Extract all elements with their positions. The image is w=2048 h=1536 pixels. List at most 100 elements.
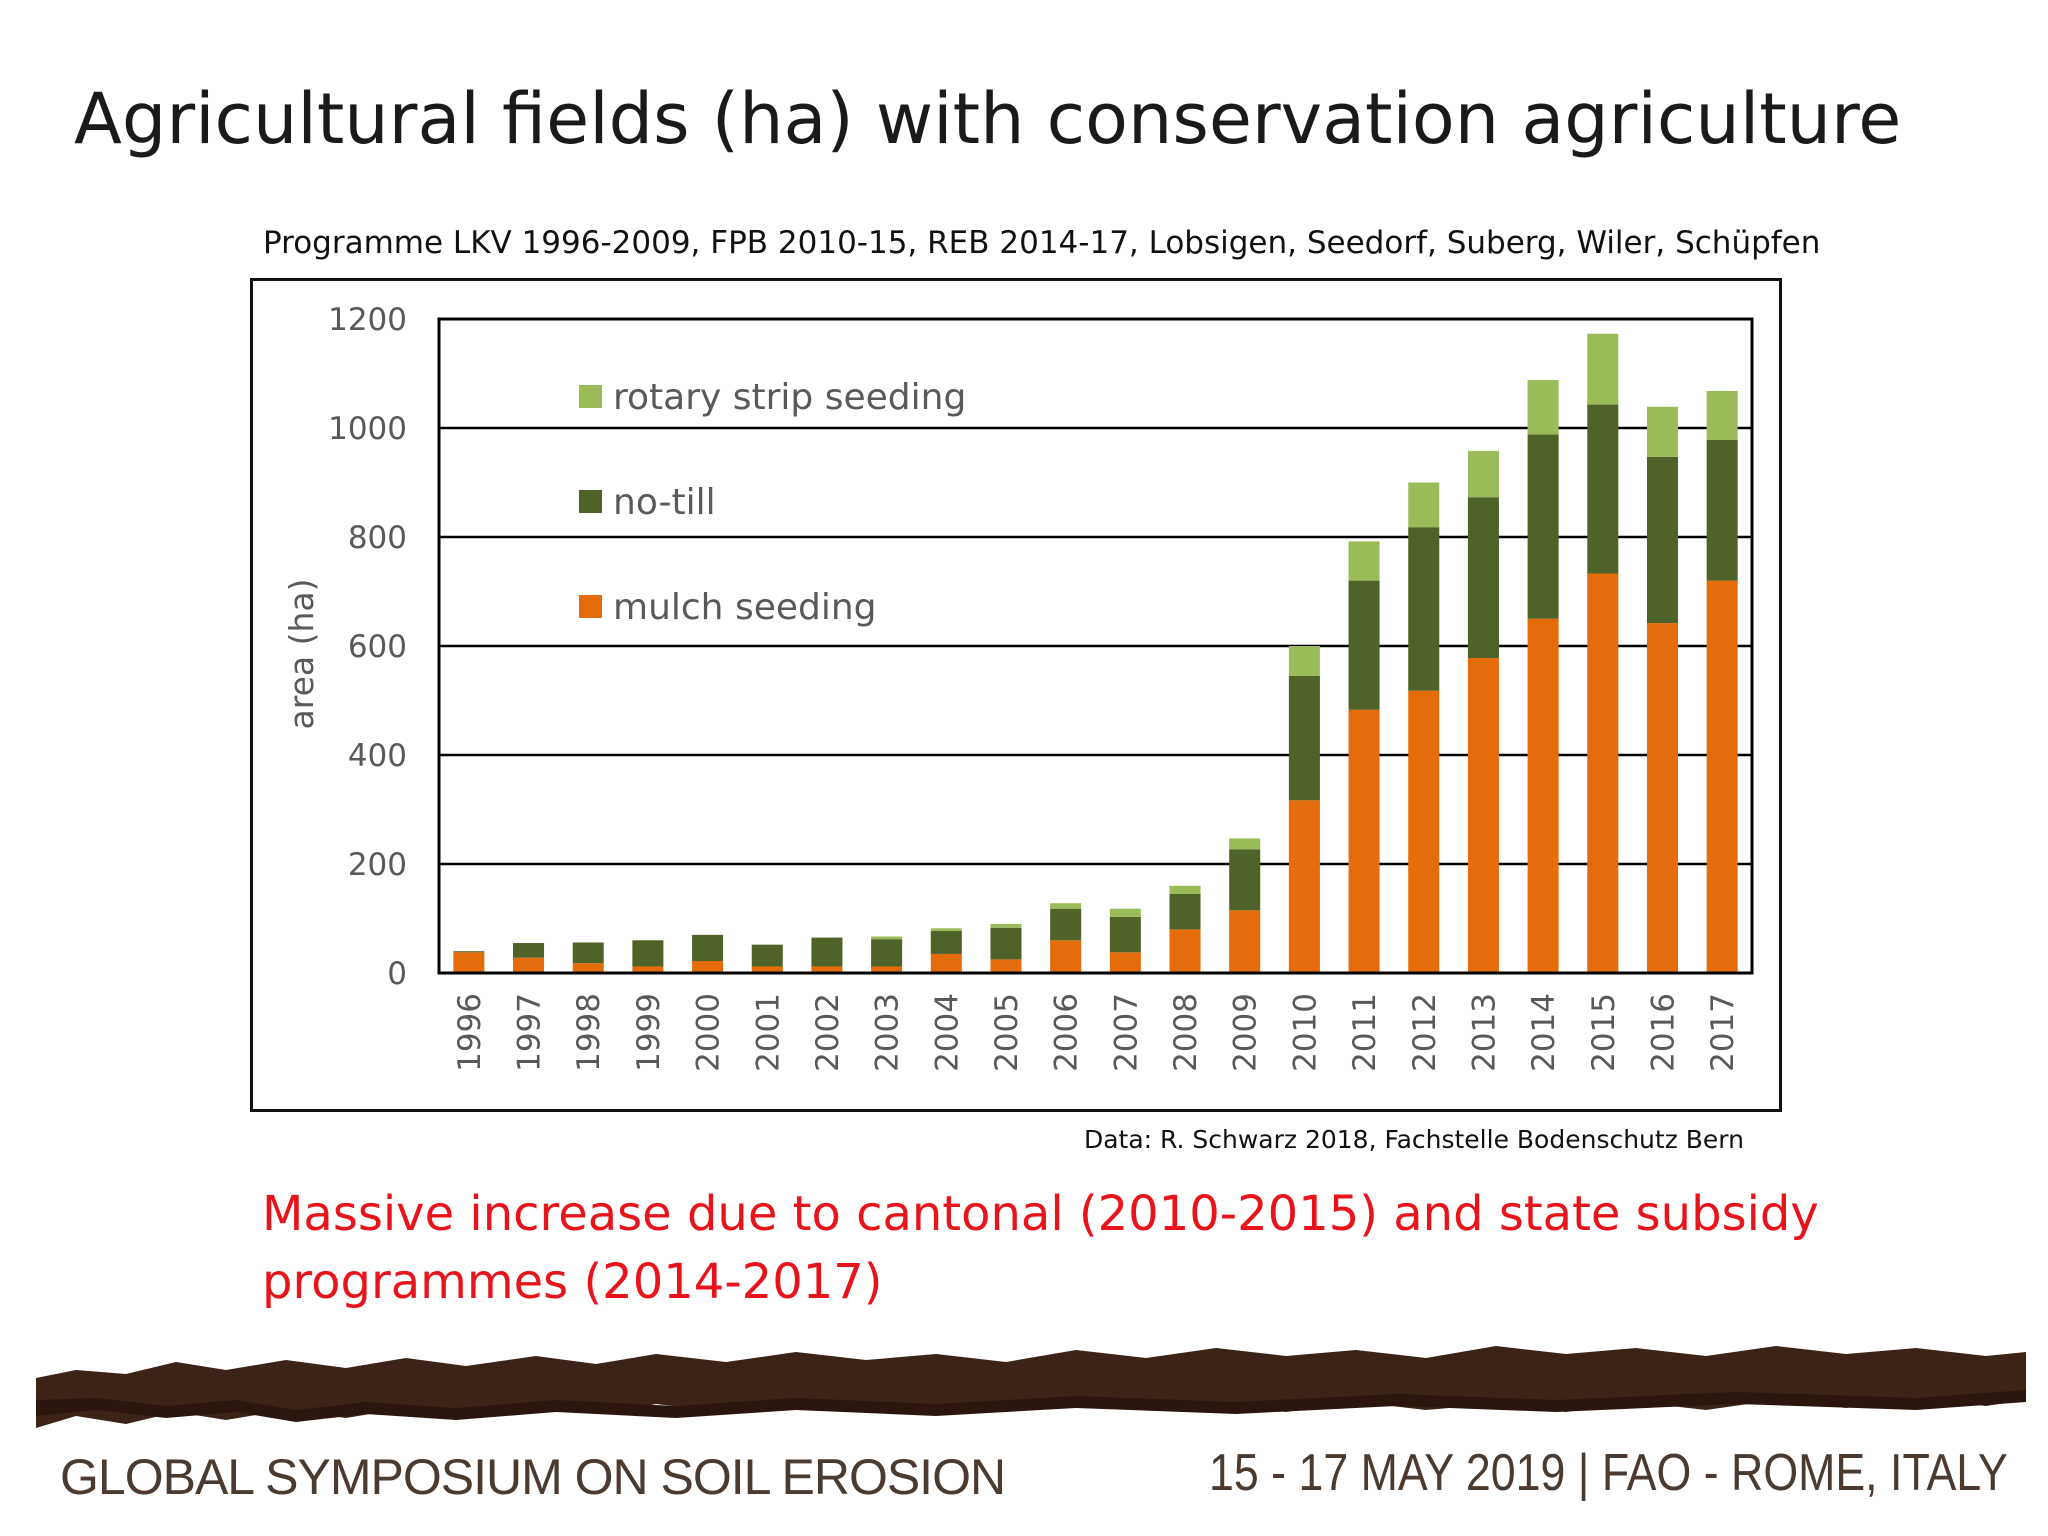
x-tick-label: 2014 (1526, 993, 1562, 1072)
x-tick-label: 2016 (1645, 993, 1681, 1072)
bar-segment-no-till (751, 944, 783, 967)
bar-segment-rotary-strip-seeding (1587, 333, 1619, 405)
bar-segment-mulch-seeding (1229, 910, 1261, 973)
bar-segment-mulch-seeding (811, 966, 843, 973)
bar-segment-no-till (1050, 908, 1082, 941)
legend-swatch (579, 595, 602, 618)
bar-segment-mulch-seeding (990, 959, 1022, 973)
y-tick-label: 400 (348, 738, 407, 774)
x-tick-label: 2005 (989, 993, 1025, 1072)
y-tick-label: 600 (348, 629, 407, 665)
bar-segment-mulch-seeding (1169, 929, 1201, 973)
slide-title: Agricultural fields (ha) with conservati… (74, 78, 1902, 160)
bar-segment-mulch-seeding (572, 963, 604, 973)
y-axis-label: area (ha) (282, 579, 321, 730)
bars (453, 333, 1738, 973)
y-tick-label: 1000 (328, 411, 407, 447)
legend: rotary strip seeding no-till mulch seeding (579, 377, 966, 628)
x-tick-label: 2008 (1168, 993, 1204, 1072)
source-note: Data: R. Schwarz 2018, Fachstelle Bodens… (1083, 1125, 1744, 1154)
bar-segment-mulch-seeding (1706, 580, 1738, 973)
x-tick-label: 2004 (929, 993, 965, 1072)
bar-segment-rotary-strip-seeding (1408, 482, 1440, 528)
bar-segment-rotary-strip-seeding (1527, 380, 1559, 435)
plot-area-border (437, 317, 1754, 975)
bar-segment-rotary-strip-seeding (990, 923, 1022, 928)
bar-segment-mulch-seeding (1467, 657, 1499, 973)
bar-segment-no-till (692, 934, 724, 962)
y-tick-label: 200 (348, 847, 407, 883)
bar-segment-mulch-seeding (1050, 940, 1082, 973)
bar-segment-no-till (1169, 893, 1201, 930)
legend-label: mulch seeding (613, 587, 877, 628)
bar-segment-no-till (1229, 849, 1261, 911)
bar-segment-rotary-strip-seeding (1109, 908, 1141, 917)
y-tick-label: 0 (387, 956, 407, 992)
legend-swatch (579, 490, 602, 513)
bar-segment-no-till (1646, 456, 1678, 624)
bar-segment-no-till (632, 940, 664, 967)
x-tick-label: 2015 (1586, 993, 1622, 1072)
bar-segment-rotary-strip-seeding (871, 936, 903, 940)
bar-segment-mulch-seeding (632, 966, 664, 973)
x-tick-label: 2013 (1466, 993, 1502, 1072)
bar-segment-no-till (871, 939, 903, 967)
bar-segment-mulch-seeding (930, 953, 962, 973)
bar-segment-mulch-seeding (1527, 618, 1559, 973)
bar-segment-rotary-strip-seeding (1229, 838, 1261, 850)
programme-note: Programme LKV 1996-2009, FPB 2010-15, RE… (263, 225, 1821, 261)
bar-segment-no-till (1348, 580, 1380, 710)
stacked-bar-chart: 0 200 400 600 800 1000 1200 1996 1997 1998 1999 200… (282, 302, 1754, 1072)
x-tick-label: 1997 (512, 993, 548, 1072)
bar-segment-no-till (513, 943, 545, 958)
y-tick-label: 1200 (328, 302, 407, 338)
bar-segment-no-till (1527, 434, 1559, 619)
bar-segment-mulch-seeding (513, 957, 545, 973)
bar-segment-mulch-seeding (1587, 573, 1619, 973)
x-tick-label: 2000 (691, 993, 727, 1072)
bar-segment-mulch-seeding (1646, 623, 1678, 973)
bar-segment-rotary-strip-seeding (930, 928, 962, 932)
bar-segment-mulch-seeding (1348, 709, 1380, 973)
bar-segment-mulch-seeding (692, 961, 724, 973)
bar-segment-rotary-strip-seeding (1169, 885, 1201, 894)
bar-segment-rotary-strip-seeding (1348, 541, 1380, 581)
bar-segment-mulch-seeding (1408, 690, 1440, 973)
bar-segment-rotary-strip-seeding (1467, 450, 1499, 498)
legend-label: rotary strip seeding (613, 377, 966, 418)
bar-segment-no-till (990, 927, 1022, 960)
event-info: 15 - 17 MAY 2019 | FAO - ROME, ITALY (1209, 1444, 2008, 1502)
x-tick-label: 2001 (750, 993, 786, 1072)
x-tick-label: 1996 (452, 993, 488, 1072)
event-name: GLOBAL SYMPOSIUM ON SOIL EROSION (60, 1449, 1006, 1505)
bar-segment-no-till (1587, 404, 1619, 574)
bar-segment-mulch-seeding (453, 952, 485, 973)
bar-segment-mulch-seeding (1288, 800, 1320, 973)
axes: 0 200 400 600 800 1000 1200 1996 1997 1998 1999 200… (282, 302, 1754, 1072)
chart-frame: 0 200 400 600 800 1000 1200 1996 1997 1998 1999 200… (250, 278, 1782, 1112)
bar-segment-no-till (1706, 439, 1738, 581)
bar-segment-no-till (930, 931, 962, 954)
bar-segment-no-till (1467, 497, 1499, 658)
bar-segment-no-till (811, 937, 843, 967)
bar-segment-mulch-seeding (1109, 952, 1141, 973)
x-tick-label: 2017 (1705, 993, 1741, 1072)
bar-segment-mulch-seeding (751, 966, 783, 973)
bar-segment-no-till (572, 942, 604, 964)
x-tick-label: 1998 (571, 993, 607, 1072)
soil-decoration (36, 1346, 2026, 1428)
bar-segment-rotary-strip-seeding (1288, 646, 1320, 676)
bar-segment-mulch-seeding (871, 966, 903, 973)
bar-segment-rotary-strip-seeding (1706, 390, 1738, 440)
bar-segment-no-till (1408, 527, 1440, 691)
x-tick-label: 2003 (870, 993, 906, 1072)
x-tick-label: 2010 (1287, 993, 1323, 1072)
x-tick-label: 2007 (1108, 993, 1144, 1072)
x-tick-label: 2011 (1347, 993, 1383, 1072)
legend-swatch (579, 385, 602, 408)
y-tick-label: 800 (348, 520, 407, 556)
legend-label: no-till (613, 482, 716, 523)
x-tick-label: 2006 (1049, 993, 1085, 1072)
x-tick-label: 2002 (810, 993, 846, 1072)
conclusion-text: Massive increase due to cantonal (2010-2… (262, 1186, 1819, 1310)
